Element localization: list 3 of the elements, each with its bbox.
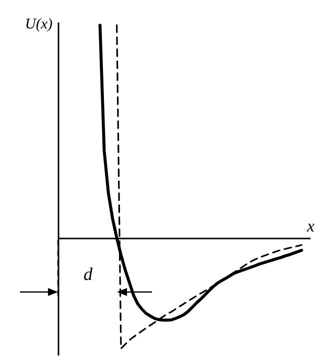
y-axis-title: U(x) — [25, 16, 52, 32]
annotation: d — [84, 264, 94, 284]
x-axis-title: x — [306, 216, 315, 236]
